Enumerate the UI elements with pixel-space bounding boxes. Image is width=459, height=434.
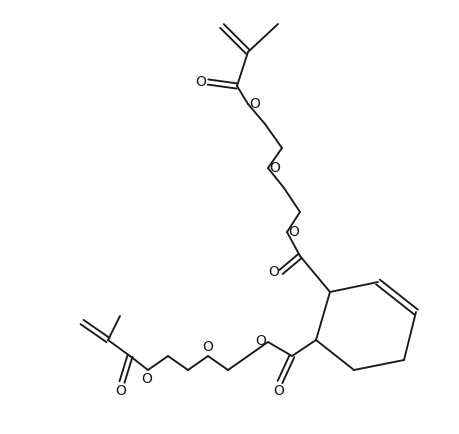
Text: O: O bbox=[195, 75, 206, 89]
Text: O: O bbox=[249, 97, 260, 111]
Text: O: O bbox=[202, 340, 213, 354]
Text: O: O bbox=[141, 372, 152, 386]
Text: O: O bbox=[273, 384, 284, 398]
Text: O: O bbox=[115, 384, 126, 398]
Text: O: O bbox=[268, 265, 279, 279]
Text: O: O bbox=[288, 225, 299, 239]
Text: O: O bbox=[269, 161, 280, 175]
Text: O: O bbox=[255, 334, 266, 348]
